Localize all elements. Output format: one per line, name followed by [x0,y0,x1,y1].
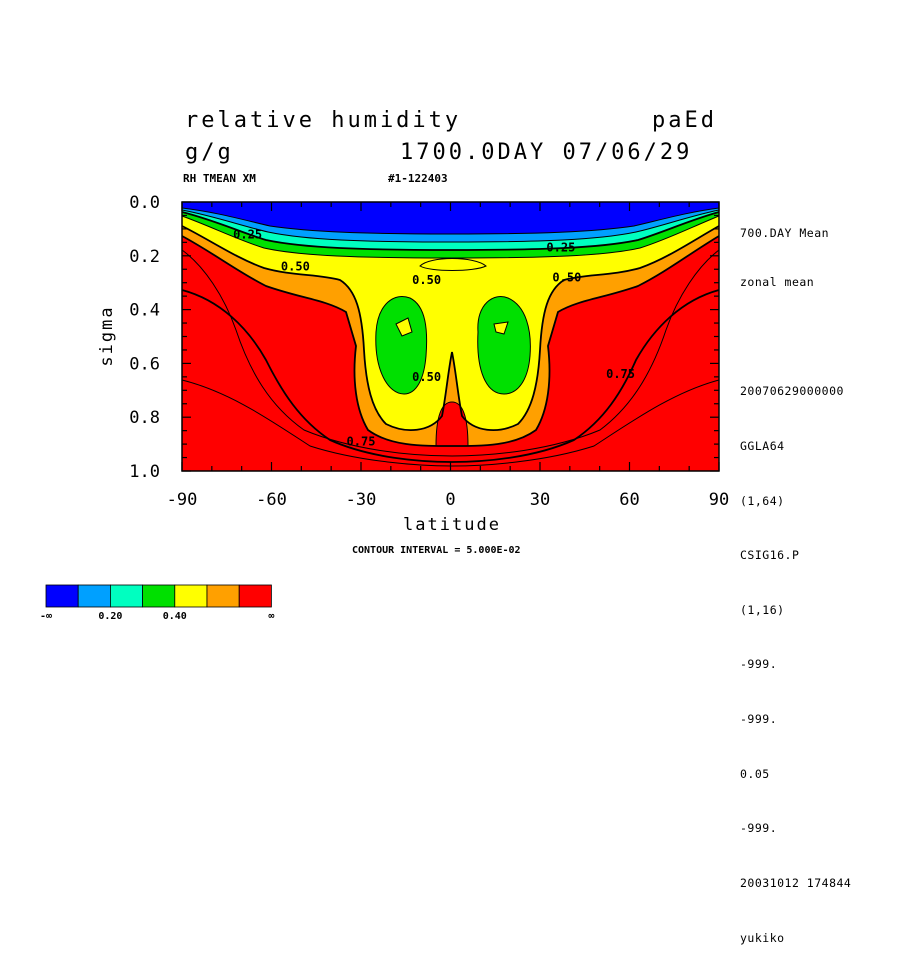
y-tick-label: 0.8 [129,408,160,428]
level-band-yellow [182,214,719,431]
colorbar-swatch [238,584,272,608]
colorbar-swatch [110,584,144,608]
y-tick-labels: 0.0 0.2 0.4 0.6 0.8 1.0 [129,193,160,482]
x-tick-label: 90 [709,490,729,510]
colorbar-tick-label: 0.20 [98,611,122,622]
sidebar-line: (1,16) [740,602,785,617]
contour-labels: 0.25 0.25 0.50 0.50 0.50 0.50 0.75 0.75 [233,227,635,448]
contour-line [181,249,720,457]
contour-line [181,225,720,431]
x-tick-label: 0 [445,490,455,510]
contour-line [477,296,531,395]
sidebar-line: GGLA64 [740,439,785,454]
x-axis-label: latitude [403,515,501,535]
sidebar-line: 20070629000000 [740,384,844,399]
contour-label: 0.50 [552,270,581,284]
sidebar-line: zonal mean [740,275,815,289]
sidebar-line: CSIG16.P [740,548,800,563]
y-tick-label: 0.2 [129,247,160,267]
contour-line [375,296,428,395]
x-tick-label: 60 [619,490,639,510]
x-tick-labels: -90 -60 -30 0 30 60 90 [167,490,730,510]
level-band-red-core [436,402,468,446]
colorbar-swatch [206,584,240,608]
colorbar-swatch [142,584,176,608]
time-label: 1700.0DAY 07/06/29 [400,140,693,165]
contour-label: 0.25 [546,241,575,255]
level-band-blue [182,202,719,234]
contour-line [181,209,720,243]
y-tick-label: 0.6 [129,354,160,374]
axis-ticks [181,201,720,472]
y-tick-label: 0.4 [129,301,160,321]
moist-cell-left [375,296,427,394]
contour-line [181,235,720,447]
sidebar-top: 700.DAY Mean zonal mean [740,196,829,305]
contour-line [181,379,720,467]
y-axis-label: sigma [97,305,117,366]
contour-field [182,202,719,471]
colorbar-tick-label: -∞ [40,611,52,622]
y-tick-label: 1.0 [129,462,160,482]
contour-line [181,207,720,235]
colorbar-swatch [77,584,111,608]
sidebar-line: 700.DAY Mean [740,226,830,240]
contour-line [181,211,720,251]
x-tick-label: -60 [256,490,287,510]
sidebar-line: -999. [740,712,778,727]
variable-label: RH TMEAN XM [183,172,256,185]
x-tick-label: -30 [346,490,377,510]
colorbar-tick-label: 0.40 [163,611,187,622]
contour-line [493,321,509,335]
moist-cell-right [477,296,531,394]
contour-label: 0.25 [233,227,262,241]
run-id: paEd [652,108,717,133]
sidebar-line: -999. [740,657,778,672]
colorbar-swatch [174,584,208,608]
colorbar-swatch [45,584,79,608]
colorbar: -∞ 0.20 0.40 ∞ [40,584,274,622]
contour-label: 0.50 [412,273,441,287]
chart-svg: 0.250.250.500.50 0.500.50 0.750.75 -90 -60-… [40,193,730,622]
contour-label: 0.75 [347,434,376,448]
sidebar-line: yukiko [740,930,785,945]
contour-line [435,401,469,447]
contour-label: 0.75 [606,367,635,381]
y-tick-label: 0.0 [129,193,160,213]
upper-yellow-eye [420,258,486,271]
contour-line [419,258,487,271]
colorbar-tick-label: ∞ [268,611,274,622]
chart-title: relative humidity [185,108,462,133]
contour-label: 0.50 [281,260,310,274]
contour-label: 0.50 [412,370,441,384]
sidebar-line: (1,64) [740,493,785,508]
sidebar-line: -999. [740,821,778,836]
record-label: #1-122403 [388,172,448,185]
contour-line [395,317,413,337]
x-tick-label: -90 [167,490,198,510]
contour-lines [181,207,720,467]
x-tick-label: 30 [530,490,550,510]
contour-interval: CONTOUR INTERVAL = 5.000E-02 [352,545,521,556]
sidebar-line: 20031012 174844 [740,875,852,890]
contour-line [181,289,720,463]
units-label: g/g [185,140,234,165]
sidebar-line: 0.05 [740,766,770,781]
contour-line [181,215,720,259]
